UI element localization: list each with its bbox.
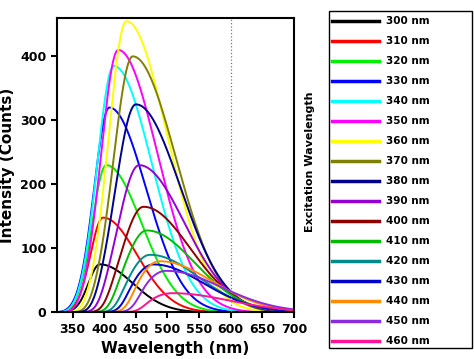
Text: 430 nm: 430 nm — [386, 276, 430, 286]
Text: 300 nm: 300 nm — [386, 16, 430, 26]
Text: 370 nm: 370 nm — [386, 156, 430, 166]
Text: 330 nm: 330 nm — [386, 76, 430, 86]
Text: 310 nm: 310 nm — [386, 36, 430, 46]
Text: 450 nm: 450 nm — [386, 316, 430, 326]
Text: 440 nm: 440 nm — [386, 297, 430, 307]
Text: 320 nm: 320 nm — [386, 56, 430, 66]
Text: 360 nm: 360 nm — [386, 136, 430, 146]
Text: 410 nm: 410 nm — [386, 236, 430, 246]
Text: 460 nm: 460 nm — [386, 336, 430, 346]
Text: 350 nm: 350 nm — [386, 116, 430, 126]
X-axis label: Wavelength (nm): Wavelength (nm) — [101, 341, 249, 356]
Text: Excitation Wavelength: Excitation Wavelength — [305, 91, 316, 232]
Text: 420 nm: 420 nm — [386, 256, 430, 266]
Text: 380 nm: 380 nm — [386, 176, 430, 186]
Text: 390 nm: 390 nm — [386, 196, 430, 206]
Y-axis label: Intensity (Counts): Intensity (Counts) — [0, 88, 15, 243]
Text: 400 nm: 400 nm — [386, 216, 430, 226]
Text: 340 nm: 340 nm — [386, 96, 430, 106]
